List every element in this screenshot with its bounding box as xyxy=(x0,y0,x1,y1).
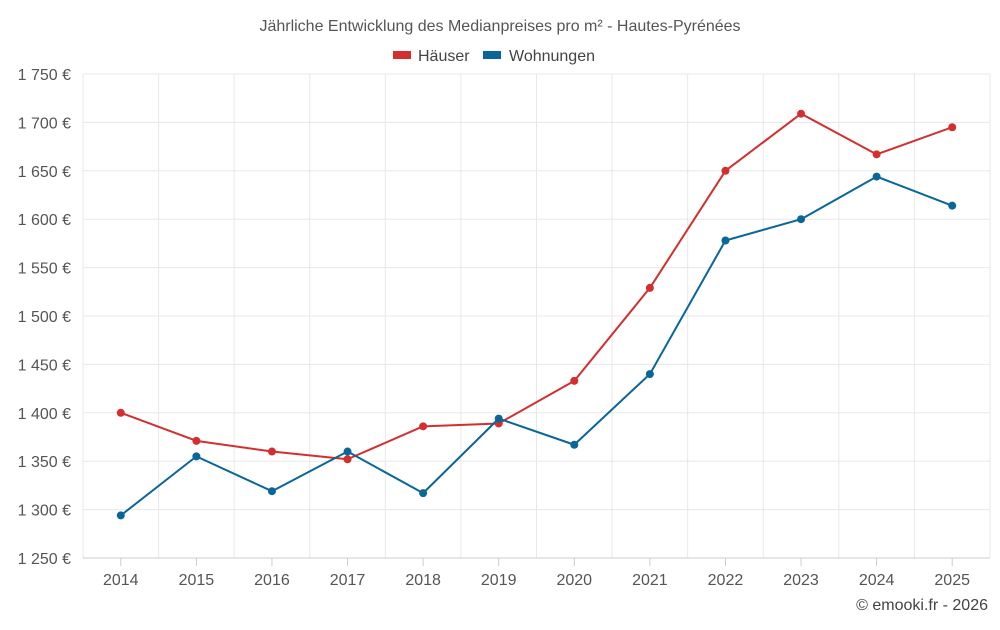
series-layer xyxy=(116,109,957,520)
data-point-haeuser[interactable] xyxy=(192,436,201,445)
data-point-wohnungen[interactable] xyxy=(494,414,503,423)
data-point-haeuser[interactable] xyxy=(948,123,957,132)
y-tick-label: 1 550 € xyxy=(18,261,71,278)
legend-item-wohnungen[interactable]: Wohnungen xyxy=(483,48,595,65)
x-tick-label: 2020 xyxy=(556,572,592,589)
series-haeuser xyxy=(116,109,957,464)
data-point-wohnungen[interactable] xyxy=(872,172,881,181)
data-point-haeuser[interactable] xyxy=(116,408,125,417)
y-tick-label: 1 600 € xyxy=(18,212,71,229)
legend-item-haeuser[interactable]: Häuser xyxy=(393,48,470,65)
y-tick-label: 1 400 € xyxy=(18,406,71,423)
data-point-haeuser[interactable] xyxy=(797,109,806,118)
x-tick-label: 2018 xyxy=(405,572,441,589)
y-tick-label: 1 650 € xyxy=(18,164,71,181)
data-point-wohnungen[interactable] xyxy=(419,489,428,498)
data-point-wohnungen[interactable] xyxy=(116,511,125,520)
y-tick-label: 1 750 € xyxy=(18,67,71,84)
y-tick-label: 1 700 € xyxy=(18,115,71,132)
y-tick-label: 1 500 € xyxy=(18,309,71,326)
data-point-wohnungen[interactable] xyxy=(343,447,352,456)
data-point-haeuser[interactable] xyxy=(267,447,276,456)
series-wohnungen xyxy=(116,172,957,520)
x-tick-label: 2016 xyxy=(254,572,290,589)
series-line-wohnungen xyxy=(120,175,953,517)
y-tick-label: 1 450 € xyxy=(18,357,71,374)
legend-label-wohnungen: Wohnungen xyxy=(509,48,595,65)
y-tick-label: 1 350 € xyxy=(18,454,71,471)
credit-text: © emooki.fr - 2026 xyxy=(856,597,988,614)
x-tick-label: 2024 xyxy=(859,572,895,589)
data-point-wohnungen[interactable] xyxy=(570,440,579,449)
x-tick-label: 2014 xyxy=(103,572,139,589)
data-point-haeuser[interactable] xyxy=(419,422,428,431)
y-tick-label: 1 250 € xyxy=(18,551,71,568)
x-tick-label: 2022 xyxy=(708,572,744,589)
data-point-haeuser[interactable] xyxy=(872,150,881,159)
data-point-wohnungen[interactable] xyxy=(797,215,806,224)
series-line-haeuser xyxy=(120,112,953,461)
grid-layer xyxy=(82,73,991,558)
legend-swatch-haeuser xyxy=(393,51,411,59)
x-tick-label: 2023 xyxy=(783,572,819,589)
data-point-haeuser[interactable] xyxy=(343,455,352,464)
data-point-wohnungen[interactable] xyxy=(192,452,201,461)
x-tick-label: 2017 xyxy=(330,572,366,589)
legend-label-haeuser: Häuser xyxy=(418,48,470,65)
axis-layer: 1 250 € 1 300 € 1 350 € 1 400 € 1 450 € 1 500… xyxy=(18,67,990,589)
y-tick-label: 1 300 € xyxy=(18,503,71,520)
legend: Häuser Wohnungen xyxy=(393,48,595,65)
data-point-wohnungen[interactable] xyxy=(267,487,276,496)
chart-title: Jährliche Entwicklung des Medianpreises … xyxy=(259,18,740,35)
x-tick-label: 2015 xyxy=(179,572,215,589)
data-point-haeuser[interactable] xyxy=(721,166,730,175)
x-tick-label: 2019 xyxy=(481,572,517,589)
data-point-wohnungen[interactable] xyxy=(645,370,654,379)
data-point-wohnungen[interactable] xyxy=(948,201,957,210)
data-point-wohnungen[interactable] xyxy=(721,236,730,245)
x-tick-label: 2025 xyxy=(934,572,970,589)
data-point-haeuser[interactable] xyxy=(570,376,579,385)
x-tick-label: 2021 xyxy=(632,572,668,589)
data-point-haeuser[interactable] xyxy=(645,283,654,292)
legend-swatch-wohnungen xyxy=(483,51,501,59)
